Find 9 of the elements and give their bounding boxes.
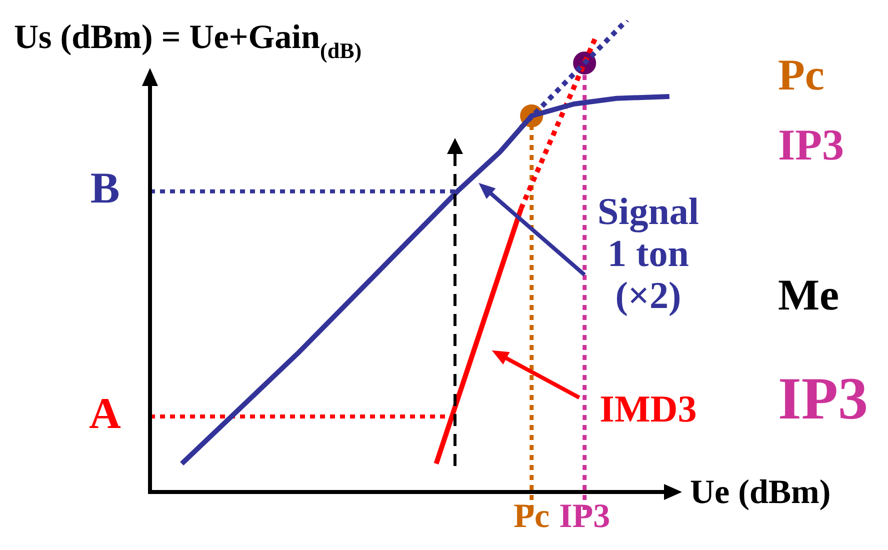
ref-line-label: B	[90, 164, 120, 213]
x-axis-title: Ue (dBm)	[690, 474, 831, 511]
ref-line-label: A	[89, 388, 122, 438]
text: Me	[778, 270, 840, 320]
annotation: Signal 1 ton (×2)	[598, 190, 699, 317]
annotation: IMD3	[600, 388, 697, 431]
text: IP3	[778, 120, 844, 170]
text: IP3	[778, 366, 868, 432]
text: Pc	[778, 50, 824, 100]
